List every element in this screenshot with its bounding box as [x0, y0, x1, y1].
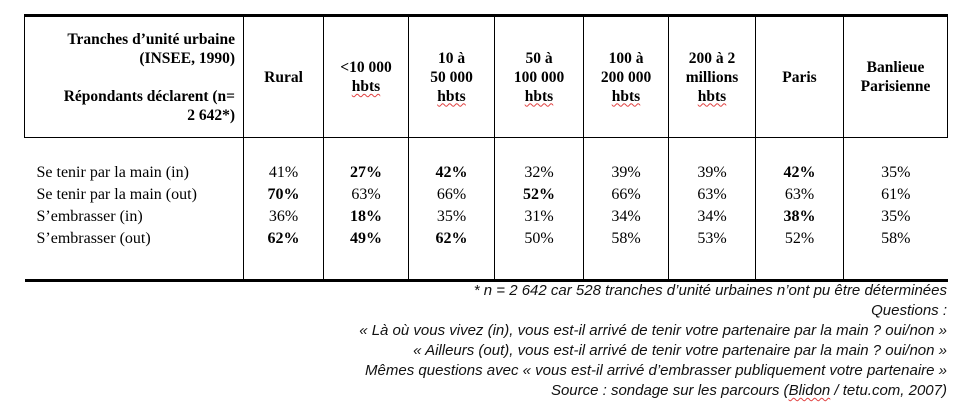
data-cell: 63% — [323, 184, 409, 206]
data-cell: 35% — [843, 206, 948, 228]
data-cell: 41% — [243, 137, 324, 184]
column-header-lt10000: <10 000 hbts — [323, 15, 409, 138]
data-cell: 66% — [408, 184, 495, 206]
data-cell: 70% — [243, 184, 324, 206]
data-cell: 53% — [668, 228, 756, 281]
table-row-kiss-out: S’embrasser (out) 62% 49% 62% 50% 58% 53… — [25, 228, 948, 281]
data-cell: 39% — [668, 137, 756, 184]
column-header-text: Banlieue Parisienne — [860, 59, 931, 95]
data-cell: 35% — [843, 137, 948, 184]
data-cell: 63% — [755, 184, 844, 206]
data-cell: 61% — [843, 184, 948, 206]
column-header-text: 100 à 200 000 — [600, 49, 652, 86]
header-row: Tranches d’unité urbaine (INSEE, 1990) R… — [24, 15, 948, 138]
data-cell: 27% — [323, 137, 409, 184]
column-header-hbts: hbts — [524, 87, 554, 105]
column-header-100-200k: 100 à 200 000 hbts — [583, 15, 669, 138]
data-cell: 35% — [408, 206, 495, 228]
column-header-banlieue: Banlieue Parisienne — [843, 15, 948, 138]
data-cell: 50% — [494, 228, 584, 281]
data-cell: 52% — [755, 228, 844, 281]
data-cell: 31% — [494, 206, 584, 228]
column-header-hbts: hbts — [351, 78, 381, 95]
column-header-text: Rural — [264, 68, 303, 86]
data-cell: 38% — [755, 206, 844, 228]
data-cell: 34% — [583, 206, 669, 228]
table-row-main-out: Se tenir par la main (out) 70% 63% 66% 5… — [25, 184, 948, 206]
column-header-50-100k: 50 à 100 000 hbts — [494, 15, 584, 138]
footnotes: * n = 2 642 car 528 tranches d’unité urb… — [359, 281, 947, 401]
data-cell: 36% — [243, 206, 324, 228]
source-text-post: / tetu.com, 2007) — [830, 382, 947, 399]
column-header-text: Paris — [782, 68, 817, 86]
survey-table: Tranches d’unité urbaine (INSEE, 1990) R… — [24, 14, 948, 282]
row-label: S’embrasser (out) — [36, 230, 151, 247]
column-header-paris: Paris — [755, 15, 844, 138]
data-cell: 58% — [583, 228, 669, 281]
row-label: S’embrasser (in) — [36, 208, 143, 225]
table-row-main-in: Se tenir par la main (in) 41% 27% 42% 32… — [25, 137, 948, 184]
footnote-question-out: « Ailleurs (out), vous est-il arrivé de … — [413, 342, 947, 359]
data-cell: 62% — [243, 228, 324, 281]
table-row-kiss-in: S’embrasser (in) 36% 18% 35% 31% 34% 34%… — [25, 206, 948, 228]
data-cell: 58% — [843, 228, 948, 281]
column-header-200k-2m: 200 à 2 millions hbts — [668, 15, 756, 138]
data-cell: 63% — [668, 184, 756, 206]
column-header-10-50k: 10 à 50 000 hbts — [408, 15, 495, 138]
data-cell: 42% — [755, 137, 844, 184]
survey-table-wrapper: Tranches d’unité urbaine (INSEE, 1990) R… — [24, 14, 948, 282]
column-header-hbts: hbts — [697, 87, 727, 105]
footnote-questions-label: Questions : — [871, 302, 947, 319]
footnote-question-kiss: Mêmes questions avec « vous est-il arriv… — [365, 362, 947, 379]
footnote-source: Source : sondage sur les parcours (Blido… — [359, 381, 947, 401]
column-header-hbts: hbts — [437, 87, 466, 105]
data-cell: 49% — [323, 228, 409, 281]
data-cell: 52% — [494, 184, 584, 206]
source-author: Blidon — [788, 382, 831, 399]
data-cell: 32% — [494, 137, 584, 184]
footnote-sample-size: * n = 2 642 car 528 tranches d’unité urb… — [473, 282, 947, 299]
data-cell: 62% — [408, 228, 495, 281]
row-label: Se tenir par la main (in) — [36, 164, 189, 181]
data-cell: 34% — [668, 206, 756, 228]
column-header-hbts: hbts — [611, 87, 641, 105]
header-title-cell: Tranches d’unité urbaine (INSEE, 1990) R… — [24, 15, 244, 138]
source-text-pre: Source : sondage sur les parcours ( — [550, 382, 789, 399]
column-header-text: 10 à 50 000 — [430, 49, 473, 86]
footnote-question-in: « Là où vous vivez (in), vous est-il arr… — [359, 322, 947, 339]
column-header-rural: Rural — [243, 15, 324, 138]
column-header-text: 50 à 100 000 — [513, 49, 565, 86]
data-cell: 42% — [408, 137, 495, 184]
data-cell: 39% — [583, 137, 669, 184]
row-label: Se tenir par la main (out) — [36, 186, 197, 203]
column-header-text: <10 000 — [340, 59, 392, 76]
column-header-text: 200 à 2 millions — [685, 49, 739, 86]
data-cell: 18% — [323, 206, 409, 228]
data-cell: 66% — [583, 184, 669, 206]
